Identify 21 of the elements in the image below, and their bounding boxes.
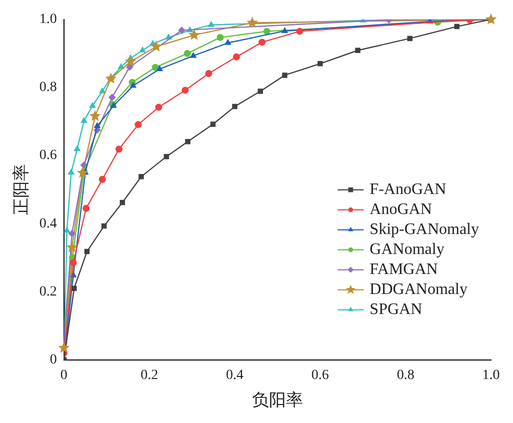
y-tick-label: 0.4	[39, 216, 57, 232]
y-tick-label: 0	[50, 352, 57, 368]
legend-label: DDGANomaly	[370, 281, 468, 298]
x-tick-label: 0.2	[140, 368, 158, 383]
legend-label: FAMGAN	[370, 261, 438, 278]
y-tick-label: 1.0	[39, 12, 57, 28]
y-tick-label: 0.2	[39, 284, 57, 300]
x-tick-label: 0	[60, 368, 68, 383]
legend-label: SPGAN	[370, 301, 423, 318]
y-tick-label: 0.8	[39, 80, 57, 96]
legend-label: F-AnoGAN	[370, 181, 447, 198]
legend-label: AnoGAN	[370, 201, 432, 218]
y-tick-label: 0.6	[39, 148, 57, 164]
x-tick-label: 1.0	[482, 368, 500, 383]
x-tick-label: 0.6	[311, 368, 329, 383]
x-tick-label: 0.8	[396, 368, 414, 383]
x-tick-label: 0.4	[226, 368, 244, 383]
y-axis-title: 正阳率	[12, 164, 31, 216]
x-axis-title: 负阳率	[252, 390, 303, 410]
legend-label: GANomaly	[370, 241, 444, 258]
legend-label: Skip-GANomaly	[370, 221, 479, 238]
